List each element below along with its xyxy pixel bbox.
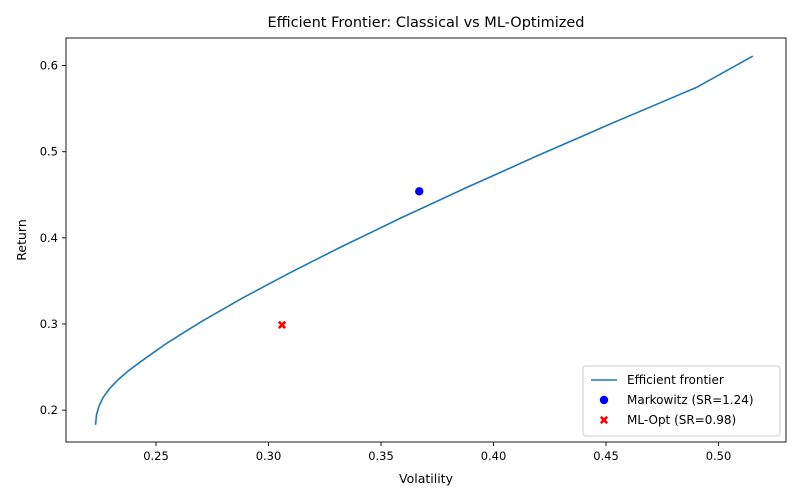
x-axis-label: Volatility [399, 471, 454, 486]
legend-box [582, 365, 781, 437]
x-tick-label: 0.45 [593, 449, 619, 463]
y-axis-ticks: 0.2 0.3 0.4 0.5 0.6 [40, 59, 66, 417]
y-tick-label: 0.3 [40, 317, 58, 331]
y-tick-label: 0.5 [40, 145, 58, 159]
plot-area-frame [65, 37, 787, 443]
y-tick-label: 0.4 [40, 231, 58, 245]
x-tick-label: 0.30 [256, 449, 282, 463]
ml-opt-point [277, 320, 287, 329]
legend-label: ML-Opt (SR=0.98) [627, 413, 736, 427]
legend-x-swatch [599, 415, 609, 425]
y-tick-label: 0.2 [40, 403, 58, 417]
y-axis-label: Return [14, 219, 29, 260]
legend: Efficient frontier Markowitz (SR=1.24) ML-… [582, 365, 781, 437]
x-tick-label: 0.25 [143, 449, 169, 463]
x-axis-ticks: 0.25 0.30 0.35 0.40 0.45 0.50 [143, 442, 731, 463]
markowitz-point [415, 187, 424, 196]
x-tick-label: 0.50 [706, 449, 732, 463]
efficient-frontier-line [94, 55, 754, 425]
legend-circle-swatch [599, 395, 609, 405]
x-tick-label: 0.40 [481, 449, 507, 463]
x-tick-label: 0.35 [368, 449, 394, 463]
legend-label: Efficient frontier [627, 373, 724, 387]
chart-title: Efficient Frontier: Classical vs ML-Opti… [267, 15, 584, 31]
y-tick-label: 0.6 [40, 59, 58, 73]
legend-label: Markowitz (SR=1.24) [627, 393, 754, 407]
series-layer [94, 55, 754, 425]
